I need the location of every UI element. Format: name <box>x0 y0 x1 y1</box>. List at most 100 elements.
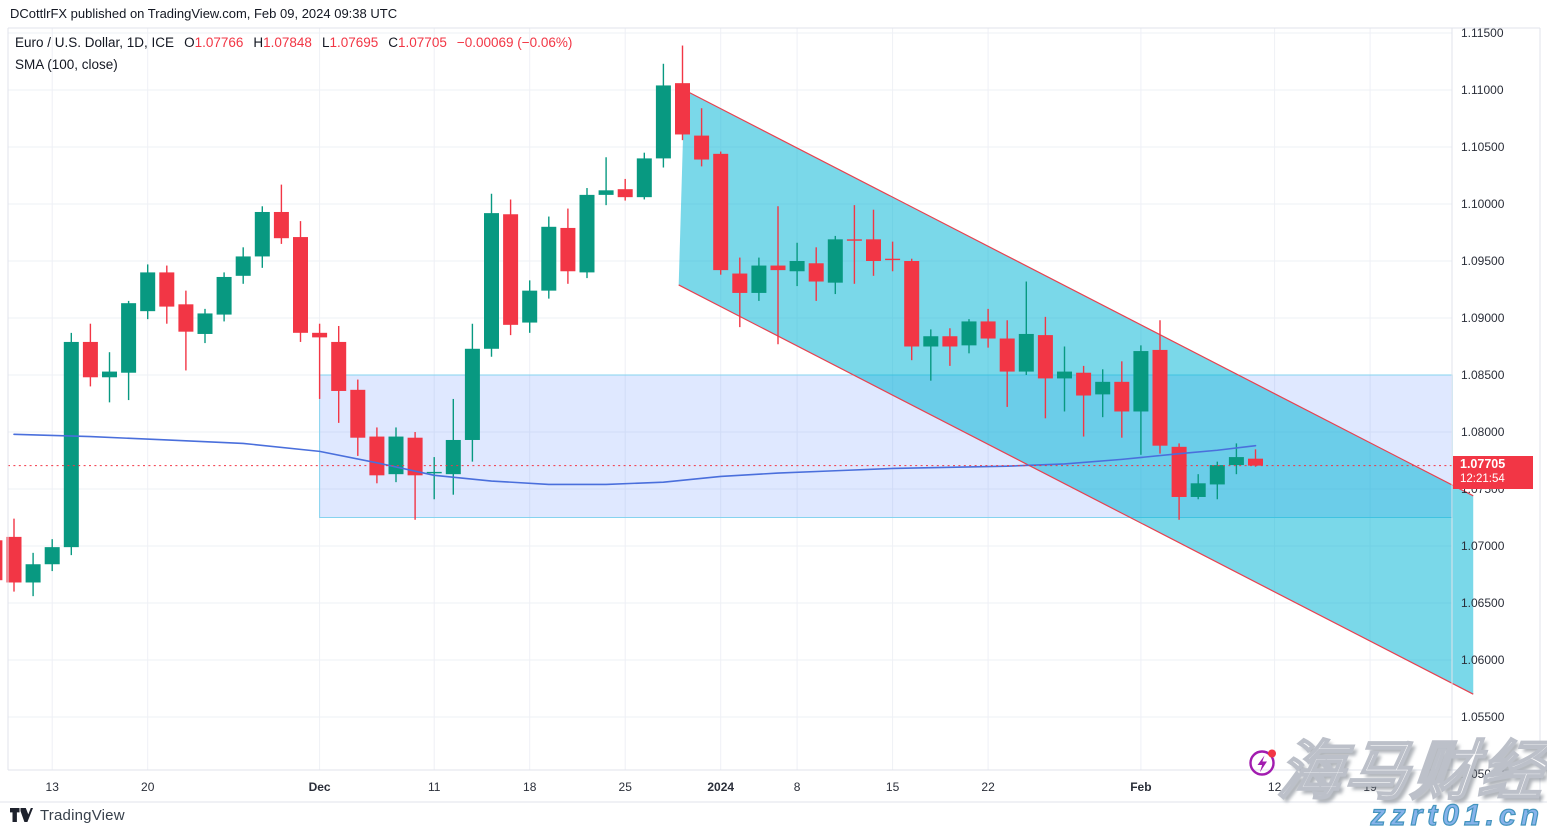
high-value: H1.07848 <box>253 35 312 50</box>
candle-body[interactable] <box>25 564 41 583</box>
tradingview-logo-icon <box>10 808 33 822</box>
candle-body[interactable] <box>350 389 366 438</box>
candle-body[interactable] <box>1076 372 1092 396</box>
channel-upper-line[interactable] <box>684 89 1474 497</box>
candle-body[interactable] <box>675 83 690 135</box>
lightning-icon[interactable] <box>1245 744 1281 780</box>
price-badge[interactable]: 1.07705 12:21:54 <box>1453 456 1533 489</box>
price-axis-label: 1.10000 <box>1461 197 1505 211</box>
candle-body[interactable] <box>808 263 824 282</box>
candle-body[interactable] <box>121 303 137 373</box>
price-axis-label: 1.07000 <box>1461 539 1505 553</box>
candle-body[interactable] <box>331 341 347 391</box>
candle-body[interactable] <box>178 304 194 332</box>
candle-body[interactable] <box>82 341 98 378</box>
candle-body[interactable] <box>1133 351 1149 412</box>
time-axis-label: 18 <box>523 780 537 794</box>
watermark-site: zzrt01.cn <box>1370 798 1544 832</box>
candle-body[interactable] <box>579 194 595 273</box>
candle-body[interactable] <box>522 290 538 323</box>
time-axis-label: Dec <box>309 780 331 794</box>
candle-body[interactable] <box>426 471 442 474</box>
candle-body[interactable] <box>732 273 748 293</box>
candle-body[interactable] <box>1095 381 1111 395</box>
price-axis-label: 1.08000 <box>1461 425 1505 439</box>
sma-line[interactable] <box>13 433 1257 486</box>
time-axis-label: 20 <box>141 780 155 794</box>
tradingview-brand: TradingView <box>40 807 125 824</box>
candle-body[interactable] <box>1018 333 1034 372</box>
candle-body[interactable] <box>6 536 22 583</box>
candle-body[interactable] <box>273 211 289 239</box>
candle-body[interactable] <box>694 135 710 160</box>
symbol-title[interactable]: Euro / U.S. Dollar, 1D, ICE <box>15 35 175 50</box>
time-axis-label: Feb <box>1130 780 1151 794</box>
candle-body[interactable] <box>980 321 996 339</box>
candle-body[interactable] <box>235 256 251 276</box>
candle-body[interactable] <box>846 239 862 241</box>
candle-body[interactable] <box>1057 371 1072 379</box>
candle-body[interactable] <box>254 211 270 257</box>
time-axis-label: 11 <box>428 780 441 794</box>
candle-body[interactable] <box>541 226 557 291</box>
candle-body[interactable] <box>445 439 461 475</box>
candle-body[interactable] <box>904 261 920 347</box>
candle-body[interactable] <box>1037 335 1053 379</box>
candle-body[interactable] <box>503 214 519 325</box>
candle-body[interactable] <box>789 261 805 272</box>
lightning-circle <box>1249 750 1275 776</box>
candle-body[interactable] <box>312 332 328 338</box>
price-axis-label: 1.05000 <box>1461 767 1505 781</box>
candle-body[interactable] <box>636 158 652 198</box>
candle-body[interactable] <box>617 189 633 198</box>
bar-countdown: 12:21:54 <box>1460 473 1505 485</box>
candle-body[interactable] <box>369 436 385 476</box>
candle-body[interactable] <box>713 153 729 271</box>
candle-body[interactable] <box>885 258 901 261</box>
candle-body[interactable] <box>866 239 881 261</box>
candle-body[interactable] <box>751 265 767 293</box>
candle-body[interactable] <box>1190 483 1206 497</box>
candle-body[interactable] <box>999 338 1015 372</box>
open-value: O1.07766 <box>184 35 244 50</box>
candle-body[interactable] <box>216 276 232 315</box>
candle-body[interactable] <box>1228 457 1244 466</box>
candle-body[interactable] <box>961 321 977 346</box>
candle-body[interactable] <box>598 190 614 195</box>
candle-body[interactable] <box>464 348 480 440</box>
close-value: C1.07705 <box>388 35 447 50</box>
candle-body[interactable] <box>484 213 499 349</box>
candle-body[interactable] <box>63 341 79 548</box>
candle-body[interactable] <box>44 547 60 565</box>
candle-body[interactable] <box>293 237 308 333</box>
candle-body[interactable] <box>770 265 786 271</box>
price-axis-label: 1.05500 <box>1461 710 1505 724</box>
price-axis-label: 1.06000 <box>1461 653 1505 667</box>
candle-body[interactable] <box>102 371 117 378</box>
candle-body[interactable] <box>923 336 939 347</box>
candle-body[interactable] <box>1209 465 1225 485</box>
candle-body[interactable] <box>1114 381 1130 412</box>
candle-body[interactable] <box>1171 446 1187 497</box>
candle-body[interactable] <box>197 313 213 334</box>
time-axis-label: 25 <box>619 780 633 794</box>
candle-body[interactable] <box>1152 349 1168 446</box>
candle-body[interactable] <box>159 272 175 307</box>
channel-lower-line[interactable] <box>678 284 1474 695</box>
candle-body[interactable] <box>140 272 156 312</box>
last-price-label: 1.07705 <box>1460 457 1506 471</box>
candle-body[interactable] <box>0 540 3 581</box>
price-axis-label: 1.06500 <box>1461 596 1505 610</box>
time-axis-label: 22 <box>981 780 995 794</box>
lightning-bolt-glyph <box>1257 755 1267 773</box>
candle-body[interactable] <box>655 85 671 159</box>
candle-body[interactable] <box>388 436 404 475</box>
candle-body[interactable] <box>1248 458 1263 466</box>
indicator-legend[interactable]: SMA (100, close) <box>15 57 118 72</box>
candle-body[interactable] <box>942 336 958 347</box>
time-axis-label: 12 <box>1268 780 1282 794</box>
candle-body[interactable] <box>827 239 843 283</box>
tradingview-attribution[interactable]: TradingView <box>10 807 125 824</box>
candle-body[interactable] <box>560 227 576 272</box>
